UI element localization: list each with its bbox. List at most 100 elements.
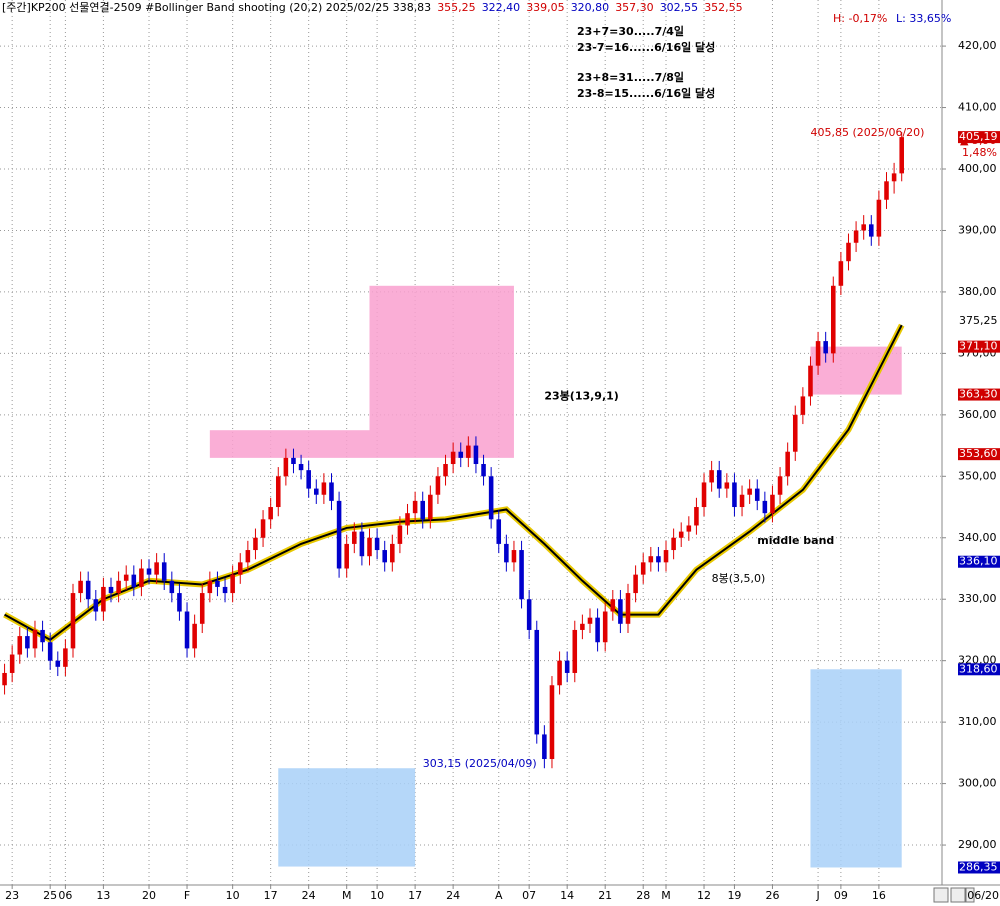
candle-body xyxy=(716,470,722,489)
candle-body xyxy=(587,617,593,624)
candle-body xyxy=(618,599,623,624)
candle-body xyxy=(344,543,349,569)
candle-body xyxy=(215,580,220,587)
candle-body xyxy=(853,230,859,243)
header-value: 339,05 xyxy=(526,1,565,14)
candle-body xyxy=(192,623,197,649)
candle-body xyxy=(412,500,418,514)
candle-body xyxy=(275,476,281,508)
candle-body xyxy=(496,519,502,544)
candle-body xyxy=(526,599,532,630)
note: 23-7=16......6/16일 달성 xyxy=(577,40,715,54)
candle-body xyxy=(352,531,357,544)
candle-body xyxy=(63,648,68,667)
x-tick-label: A xyxy=(495,889,503,902)
x-tick-label: 21 xyxy=(598,889,612,902)
header-value: 320,80 xyxy=(571,1,610,14)
candle-body xyxy=(268,507,273,520)
y-tick-label: 300,00 xyxy=(958,777,997,790)
candle-body xyxy=(253,537,258,551)
candle-body xyxy=(321,482,327,495)
candle-body xyxy=(580,623,585,630)
candle-body xyxy=(640,562,646,575)
x-tick-label: 23 xyxy=(5,889,19,902)
candle-body xyxy=(443,464,448,477)
candle-body xyxy=(869,224,874,237)
candle-body xyxy=(656,556,661,563)
price-label: 363,30 xyxy=(959,388,998,401)
candle-body xyxy=(40,629,45,643)
annotation: 23봉(13,9,1) xyxy=(544,389,618,402)
candle-body xyxy=(108,586,114,594)
x-tick-label: 20 xyxy=(142,889,156,902)
x-end-label: 06/20 xyxy=(967,889,999,902)
candle-body xyxy=(359,531,365,557)
x-tick-label: 17 xyxy=(408,889,422,902)
tool-button[interactable] xyxy=(965,887,975,903)
x-tick-label: 25 xyxy=(43,889,57,902)
price-label: 371,10 xyxy=(959,340,998,353)
candle-body xyxy=(678,531,684,538)
candle-body xyxy=(101,586,106,612)
note: 23+7=30.....7/4일 xyxy=(577,24,684,38)
candle-body xyxy=(306,470,311,489)
header-value: 322,40 xyxy=(482,1,521,14)
x-tick-label: 16 xyxy=(872,889,886,902)
candle-body xyxy=(154,562,159,575)
candle-body xyxy=(542,734,547,760)
candle-body xyxy=(671,537,676,551)
candle-body xyxy=(625,593,631,624)
candle-body xyxy=(572,629,578,673)
y-tick-label: 340,00 xyxy=(958,531,997,544)
y-tick-label: 350,00 xyxy=(958,469,997,482)
candle-body xyxy=(830,285,836,354)
price-label: 353,60 xyxy=(959,447,998,460)
candle-body xyxy=(663,550,669,563)
candle-body xyxy=(314,488,319,495)
candle-body xyxy=(298,464,304,471)
candle-body xyxy=(2,672,7,686)
tool-button[interactable] xyxy=(933,887,949,903)
candle-body xyxy=(876,199,882,237)
chart-title: [주간]KP200 선물연결-2509 #Bollinger Band shoo… xyxy=(2,1,431,14)
price-label-box xyxy=(958,663,1000,676)
candle-body xyxy=(329,482,334,501)
notes: 23+7=30.....7/4일 23-7=16......6/16일 달성 2… xyxy=(577,24,715,100)
price-label-box xyxy=(958,131,1000,144)
header-values: 355,25 322,40 339,05 320,80 357,30 302,55 352,… xyxy=(437,1,743,14)
candle-body xyxy=(458,451,464,458)
candle-body xyxy=(511,550,517,563)
candle-body xyxy=(534,629,540,735)
candle-body xyxy=(390,543,395,563)
candle-body xyxy=(808,365,813,397)
y-tick-label: 310,00 xyxy=(958,715,997,728)
price-label: 286,35 xyxy=(959,860,998,873)
x-tick-label: 13 xyxy=(96,889,110,902)
zone xyxy=(369,285,514,458)
price-label: 318,60 xyxy=(959,662,998,675)
candle-body xyxy=(564,660,570,673)
x-tick-label: 26 xyxy=(765,889,779,902)
x-tick-label: M xyxy=(342,889,352,902)
candle-body xyxy=(549,685,555,760)
y-tick-label: 420,00 xyxy=(958,39,997,52)
header-value: 352,55 xyxy=(704,1,743,14)
toolbar[interactable] xyxy=(933,887,975,903)
annotation: 303,15 (2025/04/09) xyxy=(423,757,537,770)
x-tick-label: 17 xyxy=(264,889,278,902)
y-tick-label: 360,00 xyxy=(958,408,997,421)
note: 23+8=31.....7/8일 xyxy=(577,70,684,84)
candle-body xyxy=(785,451,790,477)
x-tick-label: 09 xyxy=(834,889,848,902)
y-tick-label: 380,00 xyxy=(958,285,997,298)
candle-body xyxy=(70,593,76,649)
candle-body xyxy=(9,654,15,673)
note: 23-8=15......6/16일 달성 xyxy=(577,86,715,100)
zone xyxy=(209,430,370,458)
annotation: 405,85 (2025/06/20) xyxy=(810,126,924,139)
candle-body xyxy=(382,550,387,563)
candle-body xyxy=(602,611,608,643)
price-label-box xyxy=(958,861,1000,874)
tool-button[interactable] xyxy=(950,887,966,903)
candle-body xyxy=(230,574,235,594)
